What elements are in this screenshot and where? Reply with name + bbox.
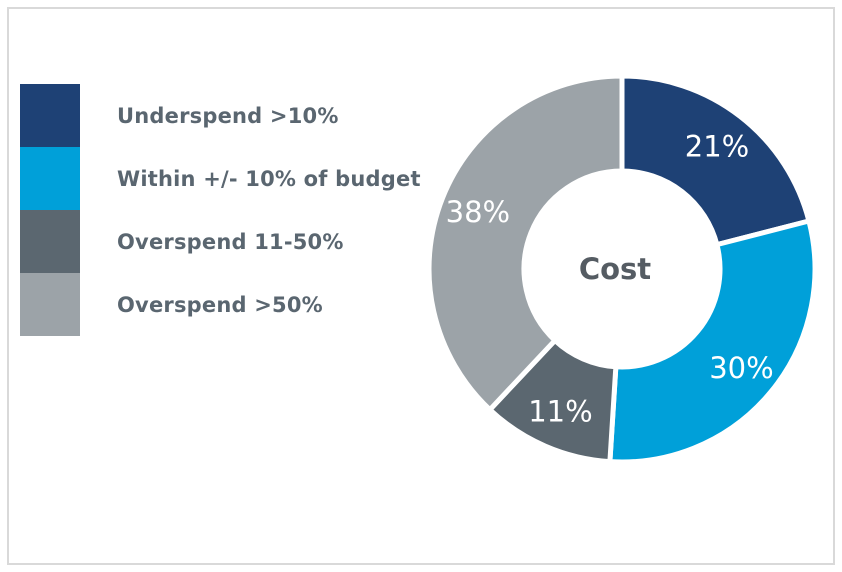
- legend-swatch-underspend: [20, 84, 80, 147]
- legend-item-within-budget: Within +/- 10% of budget: [20, 147, 440, 210]
- donut-slice-labels: 21% 30% 11% 38%: [446, 130, 774, 429]
- legend-swatch-overspend-over-50: [20, 273, 80, 336]
- donut-slice-overspend-over-50: [426, 73, 625, 414]
- legend-item-underspend: Underspend >10%: [20, 84, 440, 147]
- donut-slice-underspend: [619, 73, 812, 248]
- legend-swatch-within-budget: [20, 147, 80, 210]
- legend-label-within-budget: Within +/- 10% of budget: [117, 166, 421, 191]
- donut-center-label: Cost: [579, 252, 651, 286]
- slice-label-within-budget: 30%: [709, 351, 773, 385]
- legend-item-overspend-11-50: Overspend 11-50%: [20, 210, 440, 273]
- legend-label-underspend: Underspend >10%: [117, 103, 339, 128]
- legend-label-overspend-over-50: Overspend >50%: [117, 292, 323, 317]
- donut-slices: [426, 73, 818, 465]
- slice-label-underspend: 21%: [685, 130, 749, 164]
- slice-label-overspend-over-50: 38%: [446, 195, 510, 229]
- legend-swatch-overspend-11-50: [20, 210, 80, 273]
- donut-slice-within-budget: [607, 217, 818, 465]
- legend: Underspend >10% Within +/- 10% of budget…: [20, 84, 440, 336]
- legend-item-overspend-over-50: Overspend >50%: [20, 273, 440, 336]
- slice-label-overspend-11-50: 11%: [528, 394, 592, 428]
- legend-label-overspend-11-50: Overspend 11-50%: [117, 229, 344, 254]
